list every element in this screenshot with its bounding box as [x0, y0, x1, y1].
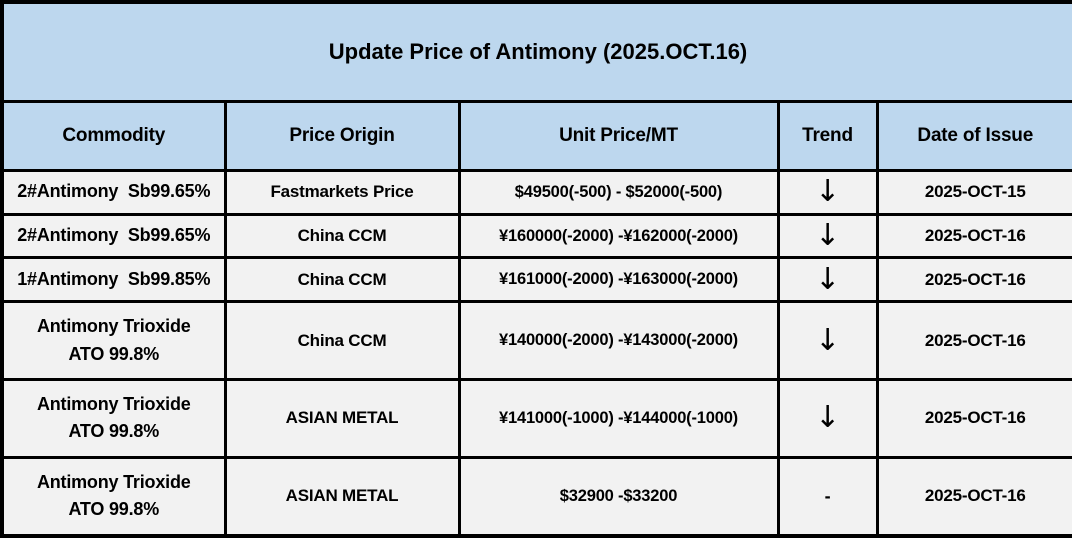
date-of-issue-cell: 2025-OCT-16 — [875, 378, 1072, 459]
header-row: Commodity Price Origin Unit Price/MT Tre… — [0, 100, 1072, 172]
date-of-issue-cell: 2025-OCT-16 — [875, 212, 1072, 260]
commodity-cell: Antimony Trioxide ATO 99.8% — [0, 378, 227, 459]
column-header-commodity: Commodity — [0, 100, 227, 172]
trend-cell-down-arrow-icon: ↓ — [776, 169, 879, 216]
title-row: Update Price of Antimony (2025.OCT.16) — [0, 0, 1072, 103]
price-origin-cell: ASIAN METAL — [223, 378, 461, 459]
column-header-unit-price: Unit Price/MT — [457, 100, 780, 172]
table-row: 1#Antimony Sb99.85% China CCM ¥161000(-2… — [0, 256, 1072, 304]
trend-cell-down-arrow-icon: ↓ — [776, 212, 879, 260]
unit-price-cell: ¥161000(-2000) -¥163000(-2000) — [457, 256, 780, 304]
unit-price-cell: $49500(-500) - $52000(-500) — [457, 169, 780, 216]
commodity-cell: Antimony Trioxide ATO 99.8% — [0, 300, 227, 382]
table-row: Antimony Trioxide ATO 99.8% ASIAN METAL … — [0, 455, 1072, 538]
table-row: Antimony Trioxide ATO 99.8% ASIAN METAL … — [0, 378, 1072, 459]
page-title: Update Price of Antimony (2025.OCT.16) — [0, 0, 1072, 103]
column-header-date-of-issue: Date of Issue — [875, 100, 1072, 172]
price-origin-cell: China CCM — [223, 300, 461, 382]
unit-price-cell: ¥140000(-2000) -¥143000(-2000) — [457, 300, 780, 382]
unit-price-cell: $32900 -$33200 — [457, 455, 780, 538]
date-of-issue-cell: 2025-OCT-15 — [875, 169, 1072, 216]
trend-cell: - — [776, 455, 879, 538]
column-header-trend: Trend — [776, 100, 879, 172]
commodity-cell: 1#Antimony Sb99.85% — [0, 256, 227, 304]
unit-price-cell: ¥141000(-1000) -¥144000(-1000) — [457, 378, 780, 459]
commodity-cell: 2#Antimony Sb99.65% — [0, 169, 227, 216]
date-of-issue-cell: 2025-OCT-16 — [875, 300, 1072, 382]
trend-cell-down-arrow-icon: ↓ — [776, 300, 879, 382]
commodity-cell: 2#Antimony Sb99.65% — [0, 212, 227, 260]
table-row: 2#Antimony Sb99.65% China CCM ¥160000(-2… — [0, 212, 1072, 260]
trend-cell-down-arrow-icon: ↓ — [776, 378, 879, 459]
table-body: 2#Antimony Sb99.65% Fastmarkets Price $4… — [0, 169, 1072, 538]
commodity-cell: Antimony Trioxide ATO 99.8% — [0, 455, 227, 538]
date-of-issue-cell: 2025-OCT-16 — [875, 455, 1072, 538]
unit-price-cell: ¥160000(-2000) -¥162000(-2000) — [457, 212, 780, 260]
table-row: 2#Antimony Sb99.65% Fastmarkets Price $4… — [0, 169, 1072, 216]
price-origin-cell: Fastmarkets Price — [223, 169, 461, 216]
table-row: Antimony Trioxide ATO 99.8% China CCM ¥1… — [0, 300, 1072, 382]
date-of-issue-cell: 2025-OCT-16 — [875, 256, 1072, 304]
price-origin-cell: China CCM — [223, 212, 461, 260]
trend-cell-down-arrow-icon: ↓ — [776, 256, 879, 304]
column-header-price-origin: Price Origin — [223, 100, 461, 172]
price-origin-cell: ASIAN METAL — [223, 455, 461, 538]
price-origin-cell: China CCM — [223, 256, 461, 304]
